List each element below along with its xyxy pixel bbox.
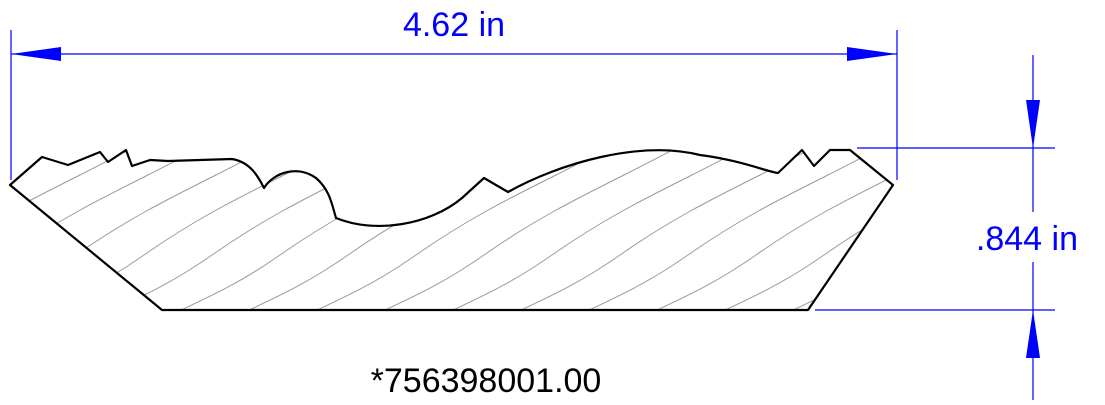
width-arrow-right xyxy=(847,47,897,61)
height-arrow-bottom xyxy=(1026,310,1040,358)
height-dimension xyxy=(815,55,1055,400)
molding-profile-outline xyxy=(8,148,895,312)
hatch-line xyxy=(275,150,697,310)
width-arrow-left xyxy=(11,47,61,61)
height-arrow-top xyxy=(1026,100,1040,148)
hatch-line xyxy=(1092,120,1105,330)
part-number: *756398001.00 xyxy=(371,362,602,400)
hatch-line xyxy=(615,150,893,310)
hatch-line xyxy=(71,150,493,310)
width-dimension-label: 4.62 in xyxy=(403,6,505,44)
hatch-line xyxy=(10,150,357,310)
hatch-line xyxy=(10,150,289,310)
hatch-line xyxy=(411,150,833,310)
hatch-line xyxy=(547,150,893,310)
hatch-line xyxy=(139,150,561,310)
hatch-pattern xyxy=(10,120,1105,330)
hatch-line xyxy=(10,150,221,310)
hatch-line xyxy=(343,150,765,310)
height-dimension-label: .844 in xyxy=(976,220,1078,258)
hatch-line xyxy=(683,150,893,310)
hatch-line xyxy=(207,150,629,310)
hatch-line xyxy=(479,150,893,310)
width-dimension xyxy=(10,30,898,180)
